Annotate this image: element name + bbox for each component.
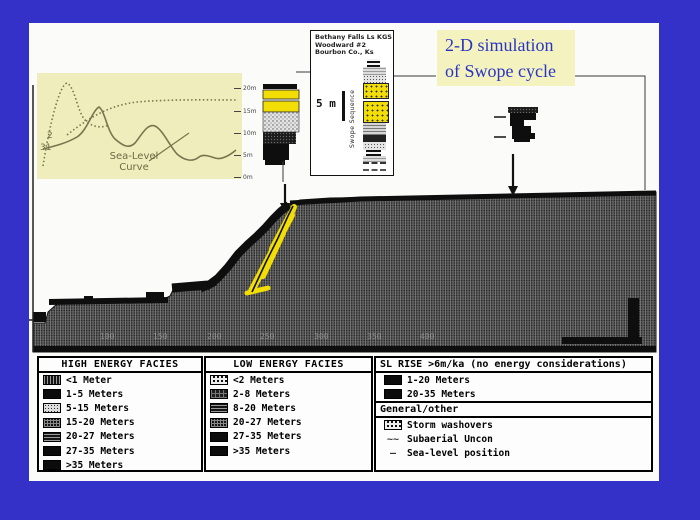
legend-general-title: General/other — [376, 401, 651, 419]
vertical-scale-bar — [628, 298, 639, 338]
scale-label: 5 m — [316, 97, 336, 110]
left-column-ticks: 20m 15m 10m 5m 0m — [234, 82, 264, 194]
figure-scan: 2-D simulation of Swope cycle 2 31 Sea-L… — [29, 23, 659, 481]
facies-swatch — [43, 375, 61, 386]
legend-item: >35 Meters — [39, 458, 201, 472]
well-header: Bethany Falls Ls KGS Woodward #2 Bourbon… — [315, 33, 392, 56]
slide-title: 2-D simulation of Swope cycle — [437, 30, 575, 86]
storm-washover-swatch — [384, 420, 402, 431]
legend-item: – Sea-level position — [376, 447, 651, 461]
left-mini-column — [262, 84, 300, 165]
legend-item: >35 Meters — [206, 444, 371, 458]
sea-level-caption: Sea-Level Curve — [109, 151, 159, 173]
legend-item: 1-5 Meters — [39, 387, 201, 401]
facies-swatch — [43, 403, 61, 414]
horizontal-scale-bar — [562, 337, 642, 344]
facies-swatch — [43, 446, 61, 457]
legend-item: 5-15 Meters — [39, 401, 201, 415]
lithology-strip — [363, 59, 389, 173]
facies-swatch — [210, 389, 228, 400]
legend-item: 20-27 Meters — [39, 430, 201, 444]
legend-item: 27-35 Meters — [39, 444, 201, 458]
scale-bar — [342, 91, 345, 121]
right-mini-column — [494, 107, 538, 142]
down-arrow-icon — [280, 154, 518, 213]
facies-swatch — [43, 389, 61, 400]
legend-item: 8-20 Meters — [206, 401, 371, 415]
leader-lines — [282, 71, 646, 190]
sea-level-curve — [42, 82, 238, 167]
legend-item: 1-20 Meters — [376, 373, 651, 387]
facies-swatch — [43, 417, 61, 428]
facies-swatch — [384, 375, 402, 386]
well-column-box: Bethany Falls Ls KGS Woodward #2 Bourbon… — [310, 30, 394, 176]
legend-low-energy: LOW ENERGY FACIES <2 Meters 2-8 Meters 8… — [204, 356, 373, 472]
facies-swatch — [210, 403, 228, 414]
legend-item: 20-27 Meters — [206, 416, 371, 430]
facies-swatch — [210, 417, 228, 428]
cross-section-profile — [29, 85, 657, 353]
cross-section-art — [29, 71, 657, 353]
facies-swatch — [210, 431, 228, 442]
facies-swatch — [210, 446, 228, 457]
legend-item: 15-20 Meters — [39, 416, 201, 430]
legend-sl-title: SL RISE >6m/ka (no energy considerations… — [376, 358, 651, 373]
legend-low-title: LOW ENERGY FACIES — [206, 358, 371, 373]
legend-item: 27-35 Meters — [206, 430, 371, 444]
legend-high-title: HIGH ENERGY FACIES — [39, 358, 201, 373]
legend-item: <2 Meters — [206, 373, 371, 387]
legend-high-energy: HIGH ENERGY FACIES <1 Meter 1-5 Meters 5… — [37, 356, 203, 472]
subaerial-unconformity-icon: ~~ — [386, 434, 400, 446]
curve-label-31: 31 — [40, 143, 52, 153]
sea-level-position-icon: – — [389, 448, 397, 460]
legend-item: 2-8 Meters — [206, 387, 371, 401]
facies-swatch — [43, 460, 61, 471]
legend-sl-rise: SL RISE >6m/ka (no energy considerations… — [374, 356, 653, 472]
sea-level-inset: 2 31 Sea-Level Curve — [37, 73, 242, 179]
swope-sequence-label: Swope Sequence — [349, 89, 356, 149]
curve-label-2: 2 — [47, 131, 53, 141]
facies-swatch — [43, 431, 61, 442]
legend-item: Storm washovers — [376, 418, 651, 432]
legend-item: ~~ Subaerial Uncon — [376, 433, 651, 447]
facies-swatch — [210, 375, 228, 386]
facies-swatch — [384, 389, 402, 400]
legend-item: <1 Meter — [39, 373, 201, 387]
legend-item: 20-35 Meters — [376, 387, 651, 401]
